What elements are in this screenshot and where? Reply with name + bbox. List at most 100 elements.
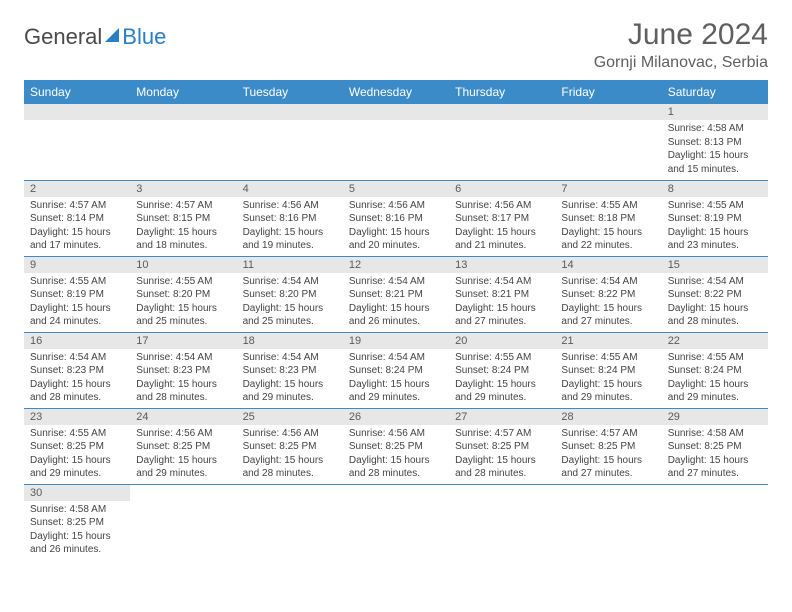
daylight-line2: and 29 minutes. <box>136 467 230 481</box>
sunset: Sunset: 8:13 PM <box>668 136 762 150</box>
day-number: 19 <box>343 333 449 349</box>
day-content: Sunrise: 4:54 AMSunset: 8:22 PMDaylight:… <box>555 273 661 331</box>
daylight-line2: and 29 minutes. <box>349 391 443 405</box>
daylight-line2: and 26 minutes. <box>349 315 443 329</box>
day-content: Sunrise: 4:55 AMSunset: 8:18 PMDaylight:… <box>555 197 661 255</box>
day-content: Sunrise: 4:54 AMSunset: 8:21 PMDaylight:… <box>449 273 555 331</box>
day-content: Sunrise: 4:55 AMSunset: 8:20 PMDaylight:… <box>130 273 236 331</box>
day-number: 14 <box>555 257 661 273</box>
daynum-empty <box>130 485 236 501</box>
calendar-day-cell: 2Sunrise: 4:57 AMSunset: 8:14 PMDaylight… <box>24 180 130 256</box>
calendar-empty-cell <box>130 104 236 180</box>
sunset: Sunset: 8:25 PM <box>30 516 124 530</box>
title-block: June 2024 Gornji Milanovac, Serbia <box>594 18 768 72</box>
daylight-line1: Daylight: 15 hours <box>561 454 655 468</box>
sunset: Sunset: 8:24 PM <box>668 364 762 378</box>
calendar-day-cell: 1Sunrise: 4:58 AMSunset: 8:13 PMDaylight… <box>662 104 768 180</box>
daylight-line1: Daylight: 15 hours <box>455 378 549 392</box>
calendar-day-cell: 19Sunrise: 4:54 AMSunset: 8:24 PMDayligh… <box>343 332 449 408</box>
day-number: 29 <box>662 409 768 425</box>
day-content: Sunrise: 4:57 AMSunset: 8:25 PMDaylight:… <box>555 425 661 483</box>
day-content: Sunrise: 4:54 AMSunset: 8:22 PMDaylight:… <box>662 273 768 331</box>
sunrise: Sunrise: 4:54 AM <box>561 275 655 289</box>
weekday-header: Tuesday <box>237 80 343 104</box>
day-content: Sunrise: 4:54 AMSunset: 8:23 PMDaylight:… <box>130 349 236 407</box>
day-number: 10 <box>130 257 236 273</box>
daylight-line2: and 29 minutes. <box>455 391 549 405</box>
daynum-empty <box>449 104 555 120</box>
day-number: 20 <box>449 333 555 349</box>
daynum-empty <box>662 485 768 501</box>
day-content: Sunrise: 4:58 AMSunset: 8:25 PMDaylight:… <box>24 501 130 559</box>
calendar-empty-cell <box>24 104 130 180</box>
brand-logo: General Blue <box>24 24 166 50</box>
daylight-line2: and 29 minutes. <box>668 391 762 405</box>
daylight-line2: and 28 minutes. <box>349 467 443 481</box>
calendar-empty-cell <box>555 104 661 180</box>
daylight-line1: Daylight: 15 hours <box>561 378 655 392</box>
day-number: 25 <box>237 409 343 425</box>
calendar-empty-cell <box>449 484 555 560</box>
weekday-header: Thursday <box>449 80 555 104</box>
calendar-empty-cell <box>343 484 449 560</box>
daylight-line2: and 27 minutes. <box>561 315 655 329</box>
sunset: Sunset: 8:22 PM <box>561 288 655 302</box>
daylight-line2: and 28 minutes. <box>30 391 124 405</box>
day-number: 28 <box>555 409 661 425</box>
calendar-day-cell: 15Sunrise: 4:54 AMSunset: 8:22 PMDayligh… <box>662 256 768 332</box>
sunset: Sunset: 8:20 PM <box>136 288 230 302</box>
daynum-empty <box>343 485 449 501</box>
day-number: 21 <box>555 333 661 349</box>
calendar-day-cell: 16Sunrise: 4:54 AMSunset: 8:23 PMDayligh… <box>24 332 130 408</box>
daynum-empty <box>555 485 661 501</box>
daylight-line2: and 25 minutes. <box>243 315 337 329</box>
sunset: Sunset: 8:16 PM <box>349 212 443 226</box>
sunrise: Sunrise: 4:56 AM <box>243 199 337 213</box>
daylight-line2: and 19 minutes. <box>243 239 337 253</box>
weekday-header: Wednesday <box>343 80 449 104</box>
day-number: 16 <box>24 333 130 349</box>
daynum-empty <box>343 104 449 120</box>
month-title: June 2024 <box>594 18 768 52</box>
sunrise: Sunrise: 4:56 AM <box>455 199 549 213</box>
day-content: Sunrise: 4:55 AMSunset: 8:19 PMDaylight:… <box>662 197 768 255</box>
daylight-line2: and 15 minutes. <box>668 163 762 177</box>
daylight-line2: and 28 minutes. <box>136 391 230 405</box>
day-content: Sunrise: 4:56 AMSunset: 8:17 PMDaylight:… <box>449 197 555 255</box>
daylight-line1: Daylight: 15 hours <box>668 226 762 240</box>
day-content: Sunrise: 4:54 AMSunset: 8:21 PMDaylight:… <box>343 273 449 331</box>
sunrise: Sunrise: 4:58 AM <box>668 427 762 441</box>
sunrise: Sunrise: 4:55 AM <box>561 351 655 365</box>
sunset: Sunset: 8:22 PM <box>668 288 762 302</box>
day-number: 9 <box>24 257 130 273</box>
daynum-empty <box>555 104 661 120</box>
daynum-empty <box>237 104 343 120</box>
daylight-line1: Daylight: 15 hours <box>30 378 124 392</box>
day-number: 13 <box>449 257 555 273</box>
daylight-line1: Daylight: 15 hours <box>668 149 762 163</box>
sunrise: Sunrise: 4:54 AM <box>243 351 337 365</box>
calendar-day-cell: 28Sunrise: 4:57 AMSunset: 8:25 PMDayligh… <box>555 408 661 484</box>
calendar-empty-cell <box>237 104 343 180</box>
daylight-line2: and 29 minutes. <box>561 391 655 405</box>
sunrise: Sunrise: 4:54 AM <box>349 351 443 365</box>
day-content: Sunrise: 4:55 AMSunset: 8:24 PMDaylight:… <box>449 349 555 407</box>
sunrise: Sunrise: 4:57 AM <box>455 427 549 441</box>
day-number: 23 <box>24 409 130 425</box>
daynum-empty <box>449 485 555 501</box>
daylight-line2: and 27 minutes. <box>455 315 549 329</box>
day-number: 5 <box>343 181 449 197</box>
daylight-line1: Daylight: 15 hours <box>561 302 655 316</box>
sunrise: Sunrise: 4:55 AM <box>136 275 230 289</box>
daylight-line1: Daylight: 15 hours <box>243 454 337 468</box>
day-content: Sunrise: 4:56 AMSunset: 8:16 PMDaylight:… <box>343 197 449 255</box>
calendar-week-row: 23Sunrise: 4:55 AMSunset: 8:25 PMDayligh… <box>24 408 768 484</box>
daylight-line2: and 27 minutes. <box>561 467 655 481</box>
sunrise: Sunrise: 4:55 AM <box>668 351 762 365</box>
calendar-day-cell: 25Sunrise: 4:56 AMSunset: 8:25 PMDayligh… <box>237 408 343 484</box>
daylight-line2: and 18 minutes. <box>136 239 230 253</box>
calendar-day-cell: 22Sunrise: 4:55 AMSunset: 8:24 PMDayligh… <box>662 332 768 408</box>
daylight-line2: and 17 minutes. <box>30 239 124 253</box>
sunset: Sunset: 8:16 PM <box>243 212 337 226</box>
sunset: Sunset: 8:21 PM <box>455 288 549 302</box>
